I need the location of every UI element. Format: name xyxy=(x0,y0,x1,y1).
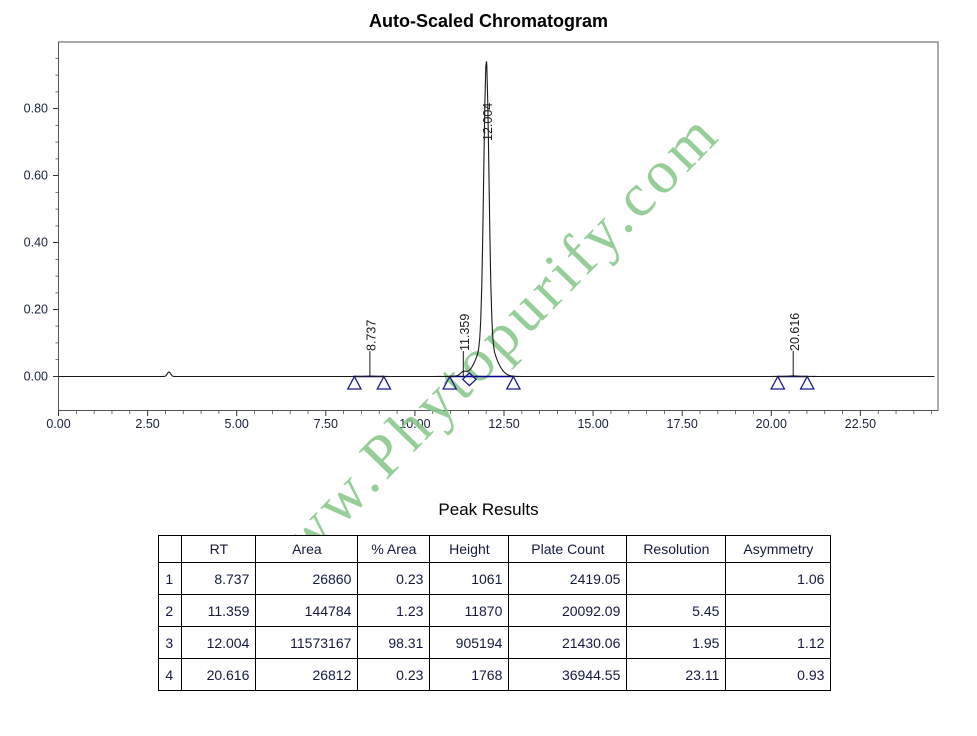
svg-text:5.00: 5.00 xyxy=(225,417,249,431)
svg-text:0.60: 0.60 xyxy=(24,169,48,183)
svg-text:8.737: 8.737 xyxy=(365,320,379,351)
svg-text:20.616: 20.616 xyxy=(788,313,802,351)
svg-text:15.00: 15.00 xyxy=(577,417,608,431)
svg-text:2.50: 2.50 xyxy=(135,417,159,431)
svg-text:0.20: 0.20 xyxy=(24,303,48,317)
svg-text:11.359: 11.359 xyxy=(458,314,472,351)
svg-text:7.50: 7.50 xyxy=(314,417,338,431)
svg-text:0.00: 0.00 xyxy=(46,417,70,431)
svg-text:20.00: 20.00 xyxy=(756,417,787,431)
svg-text:17.50: 17.50 xyxy=(667,417,698,431)
svg-text:0.00: 0.00 xyxy=(24,370,48,384)
svg-text:0.80: 0.80 xyxy=(24,102,48,116)
svg-text:0.40: 0.40 xyxy=(24,236,48,250)
svg-text:22.50: 22.50 xyxy=(845,417,876,431)
svg-text:12.50: 12.50 xyxy=(488,417,519,431)
